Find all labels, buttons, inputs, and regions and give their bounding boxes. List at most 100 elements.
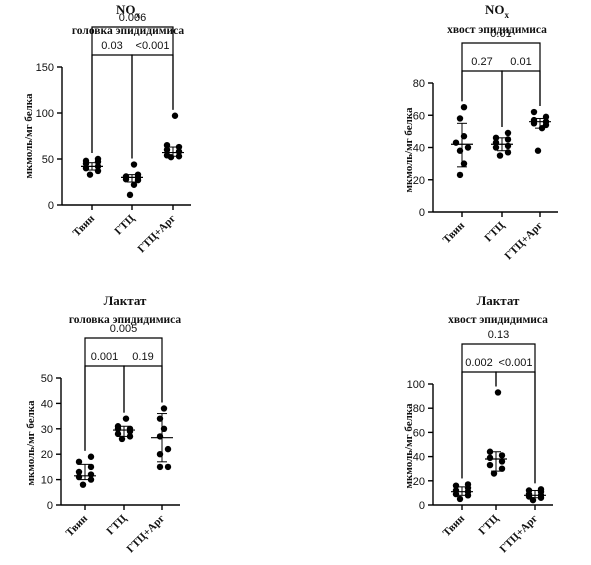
data-point [118,435,126,443]
data-point [537,486,545,493]
data-point [175,143,183,151]
data-point [114,430,122,438]
data-point [456,147,464,154]
data-point [486,461,494,469]
y-tick-label: 80 [413,78,425,90]
data-point [542,118,550,125]
data-point [94,155,102,163]
data-point [460,103,468,111]
y-tick-label: 0 [48,200,54,212]
y-tick-label: 80 [413,403,425,415]
data-point [163,146,171,153]
y-axis-label: мкмоль/мг белка [403,403,415,488]
y-tick-label: 30 [41,424,53,436]
y-axis-label: мкмоль/мг белка [403,107,415,192]
data-point [126,433,134,440]
data-point [542,113,550,121]
significance-bracket [91,54,133,159]
data-point [456,495,464,503]
p-value-label: 0.13 [488,329,509,341]
data-point [164,463,172,471]
y-tick-label: 40 [413,143,425,155]
data-point [492,144,500,151]
data-point [490,470,498,477]
data-point [122,173,130,180]
significance-bracket [123,365,163,413]
data-point [464,481,472,488]
data-point [82,157,90,165]
chart-title: NOx [116,2,141,20]
chart-panel-3: Лактат головка эпидидимиса 0 10 20 30 40 50 мкмо… [25,293,181,555]
y-axis-label: мкмоль/мг белка [25,400,37,485]
data-point [464,144,472,151]
data-point [87,453,95,460]
data-point [75,458,83,466]
data-point [486,448,494,455]
x-tick-label: ГТЦ+Арг [125,513,168,556]
y-tick-label: 0 [47,500,53,512]
x-tick-label: Твин [441,219,468,246]
data-point [494,389,502,396]
y-tick-label: 0 [419,500,425,512]
data-point [82,165,90,172]
y-tick-label: 10 [41,475,53,487]
data-point [452,487,460,494]
chart-panel-1: NOx головка эпидидимиса 0 50 100 150 мкмоль/мг… [23,2,191,255]
chart-subtitle: головка эпидидимиса [69,314,182,326]
x-tick-label: ГТЦ+Арг [503,220,546,263]
data-point [94,163,102,170]
x-tick-label: ГТЦ [104,512,129,537]
significance-bracket [461,70,503,127]
significance-bracket [461,42,541,107]
x-tick-label: Твин [71,212,98,239]
chart-subtitle: хвост эпидидимиса [448,314,548,326]
data-point [492,139,500,146]
y-tick-label: 50 [41,373,53,385]
data-point [460,133,468,140]
y-tick-label: 40 [413,452,425,464]
y-tick-label: 100 [407,379,425,391]
data-point [530,116,538,124]
p-value-label: 0.19 [132,351,153,363]
y-tick-label: 20 [413,175,425,187]
p-value-label: 0.27 [471,56,492,68]
data-point [87,463,95,471]
data-point [130,181,138,188]
data-point [122,415,130,422]
x-tick-label: ГТЦ [476,512,501,537]
data-point [504,149,512,156]
data-point [79,481,87,488]
data-point [460,160,468,167]
data-point [114,423,122,430]
data-point [163,152,171,159]
y-tick-label: 40 [41,398,53,410]
y-tick-label: 20 [413,476,425,488]
chart-title-main: NO [485,2,505,17]
data-point [75,468,83,476]
y-tick-label: 60 [413,427,425,439]
p-value-label: 0.002 [465,357,493,369]
data-point [160,405,168,412]
data-point [486,454,494,462]
y-axis-label: мкмоль/мг белка [23,93,35,178]
x-tick-label: ГТЦ+Арг [498,513,541,556]
p-value-label: 0.006 [119,12,147,24]
data-point [156,433,164,440]
significance-bracket [84,365,125,451]
chart-title: Лактат [104,293,147,308]
x-tick-label: ГТЦ [112,212,137,237]
data-point [130,161,138,168]
p-value-label: <0.001 [136,40,170,52]
data-point [75,473,83,481]
y-tick-label: 150 [36,62,54,74]
x-tick-label: ГТЦ+Арг [136,213,179,256]
chart-subtitle: хвост эпидидимиса [447,24,547,36]
x-tick-label: Твин [441,512,468,539]
y-tick-label: 0 [419,207,425,219]
data-point [525,487,533,494]
chart-panel-4: Лактат хвост эпидидимиса 0 20 40 60 80 100 мкмол… [403,293,553,555]
y-tick-label: 50 [42,154,54,166]
data-point [504,136,512,143]
data-point [175,148,183,155]
